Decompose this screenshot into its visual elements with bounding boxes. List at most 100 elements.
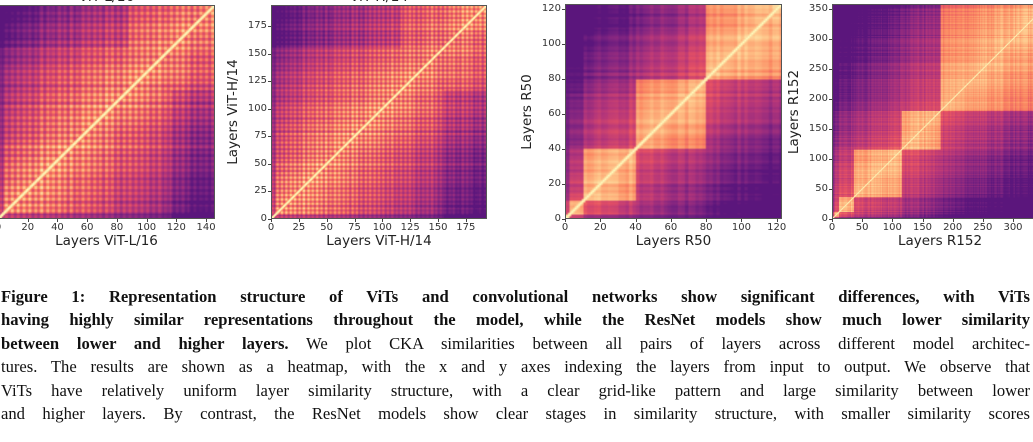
heatmap-cells <box>272 6 486 218</box>
caption-text: and higher layers. By contrast, the ResN… <box>1 403 1030 423</box>
caption-text: ViTs have relatively uniform layer simil… <box>1 380 1030 400</box>
x-tick-mark <box>862 219 864 222</box>
y-tick-label: 25 <box>254 185 267 197</box>
caption-line: Figure 1: Representation structure of Vi… <box>1 285 1030 308</box>
x-tick-label: 80 <box>110 222 124 233</box>
x-tick-label: 150 <box>428 222 448 233</box>
x-tick-label: 25 <box>292 222 306 233</box>
y-tick-mark <box>268 163 271 165</box>
x-tick-mark <box>465 219 467 222</box>
x-tick-label: 60 <box>80 222 94 233</box>
y-tick-mark <box>829 188 832 190</box>
x-tick-mark <box>271 219 272 222</box>
x-tick-mark <box>382 219 384 222</box>
x-tick-label: 250 <box>973 222 993 233</box>
y-tick-label: 250 <box>808 62 828 74</box>
x-tick-label: 0 <box>267 222 275 233</box>
heatmap-title: ViT-L/16 <box>0 0 215 5</box>
y-tick-label: 50 <box>254 157 267 169</box>
y-tick-mark <box>268 81 271 83</box>
figure-caption: Figure 1: Representation structure of Vi… <box>1 285 1030 425</box>
y-tick-mark <box>268 53 271 55</box>
y-tick-label: 120 <box>541 3 561 15</box>
heatmap-plot-area <box>0 5 215 219</box>
heatmap-cells <box>566 5 781 218</box>
x-tick-label: 100 <box>137 222 157 233</box>
x-tick-label: 0 <box>561 222 569 233</box>
y-tick-label: 100 <box>808 152 828 164</box>
caption-text: tures. The results are shown as a heatma… <box>1 357 1030 377</box>
y-tick-mark <box>829 38 832 40</box>
x-tick-mark <box>741 219 743 222</box>
x-tick-mark <box>410 219 412 222</box>
caption-text: We plot CKA similarities between all pai… <box>288 333 1030 353</box>
x-tick-label: 300 <box>1003 222 1023 233</box>
caption-bold: having highly similar representations th… <box>1 310 1030 330</box>
caption-bold: Figure 1: Representation structure of Vi… <box>1 287 1030 306</box>
x-tick-mark <box>982 219 984 222</box>
x-tick-mark <box>298 219 300 222</box>
y-tick-mark <box>829 128 832 130</box>
y-tick-mark <box>829 219 832 220</box>
y-tick-label: 75 <box>254 130 267 142</box>
y-tick-mark <box>562 44 565 46</box>
heatmap-plot-area <box>271 5 487 219</box>
y-tick-label: 350 <box>808 2 828 14</box>
x-tick-mark <box>832 219 833 222</box>
heatmap-cells <box>0 6 214 218</box>
x-tick-label: 100 <box>731 222 751 233</box>
x-tick-mark <box>565 219 566 222</box>
x-tick-mark <box>116 219 118 222</box>
y-tick-mark <box>562 9 565 11</box>
caption-line: having highly similar representations th… <box>1 308 1030 331</box>
x-tick-mark <box>146 219 148 222</box>
caption-line: ViTs have relatively uniform layer simil… <box>1 379 1030 402</box>
x-tick-mark <box>1013 219 1014 222</box>
caption-line: tures. The results are shown as a heatma… <box>1 355 1030 378</box>
y-tick-label: 0 <box>821 213 828 224</box>
y-tick-mark <box>829 68 832 70</box>
y-tick-label: 150 <box>247 47 267 59</box>
y-tick-label: 0 <box>554 213 561 224</box>
y-tick-mark <box>268 219 271 220</box>
x-tick-label: 0 <box>828 222 836 233</box>
y-tick-label: 300 <box>808 32 828 44</box>
y-tick-label: 100 <box>247 102 267 114</box>
x-tick-mark <box>326 219 328 222</box>
y-tick-label: 125 <box>247 75 267 87</box>
heatmap-title: R50 <box>565 0 782 4</box>
x-tick-mark <box>670 219 672 222</box>
x-tick-label: 20 <box>593 222 607 233</box>
x-tick-label: 0 <box>0 222 13 233</box>
y-tick-mark <box>562 149 565 151</box>
x-tick-label: 50 <box>855 222 869 233</box>
x-tick-label: 120 <box>166 222 186 233</box>
y-tick-mark <box>829 158 832 160</box>
y-tick-mark <box>829 98 832 100</box>
y-tick-mark <box>562 79 565 81</box>
x-tick-label: 140 <box>196 222 216 233</box>
y-tick-label: 200 <box>808 92 828 104</box>
y-tick-label: 150 <box>808 122 828 134</box>
y-tick-mark <box>829 8 832 10</box>
y-tick-label: 50 <box>815 182 828 194</box>
x-axis-label: Layers ViT-L/16 <box>55 233 158 249</box>
x-tick-mark <box>176 219 178 222</box>
x-tick-label: 60 <box>664 222 678 233</box>
x-tick-label: 75 <box>348 222 361 233</box>
heatmap-cells <box>833 5 1033 218</box>
y-tick-mark <box>268 25 271 27</box>
y-tick-label: 80 <box>548 73 561 85</box>
x-tick-mark <box>57 219 59 222</box>
x-tick-mark <box>922 219 924 222</box>
y-tick-mark <box>562 184 565 186</box>
y-tick-label: 40 <box>548 143 561 155</box>
x-tick-mark <box>952 219 954 222</box>
x-tick-mark <box>776 219 778 222</box>
y-tick-label: 20 <box>548 178 561 190</box>
x-tick-label: 100 <box>882 222 902 233</box>
x-tick-mark <box>27 219 29 222</box>
x-tick-label: 175 <box>456 222 476 233</box>
x-tick-label: 100 <box>372 222 392 233</box>
y-tick-label: 175 <box>247 19 267 31</box>
